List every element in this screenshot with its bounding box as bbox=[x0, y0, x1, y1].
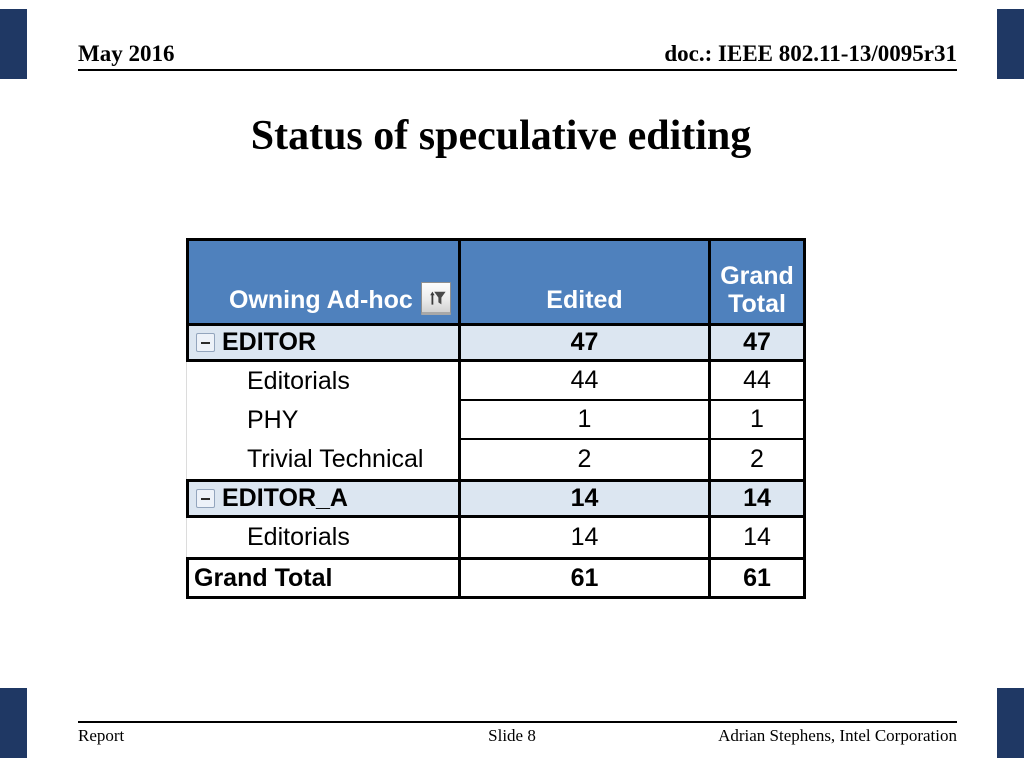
template-corner-bar-bottom-left bbox=[0, 688, 27, 758]
row-label-cell: Trivial Technical bbox=[186, 440, 458, 479]
edited-value-cell: 1 bbox=[458, 401, 708, 440]
header-doc-number: doc.: IEEE 802.11-13/0095r31 bbox=[664, 41, 957, 66]
footer-slide-number: Slide 8 bbox=[488, 726, 536, 745]
column-header-label: Grand Total bbox=[720, 262, 794, 318]
grand-total-value-cell: 2 bbox=[708, 440, 803, 479]
row-label: PHY bbox=[247, 406, 299, 434]
row-label-cell: Grand Total bbox=[186, 557, 458, 596]
edited-value-cell: 61 bbox=[458, 557, 708, 596]
collapse-minus-icon[interactable] bbox=[196, 489, 215, 508]
header-cell-grand-total: Grand Total bbox=[708, 241, 803, 323]
grand-total-value-cell: 47 bbox=[708, 323, 803, 362]
header-cell-edited: Edited bbox=[458, 241, 708, 323]
row-label-cell: Editorials bbox=[186, 518, 458, 557]
minus-glyph bbox=[201, 497, 210, 500]
table-row: EDITOR_A 14 14 bbox=[186, 479, 803, 518]
grand-total-value-cell: 1 bbox=[708, 401, 803, 440]
column-header-label: Edited bbox=[546, 286, 623, 314]
row-label: Editorials bbox=[247, 367, 350, 395]
table-header-row: Owning Ad-hoc Edited Grand Total bbox=[186, 241, 803, 323]
header-cell-owning-adhoc: Owning Ad-hoc bbox=[186, 241, 458, 323]
row-label: EDITOR bbox=[222, 328, 316, 356]
minus-glyph bbox=[201, 341, 210, 344]
edited-value-cell: 47 bbox=[458, 323, 708, 362]
edited-value-cell: 44 bbox=[458, 362, 708, 401]
footer-report: Report bbox=[78, 726, 125, 745]
template-corner-bar-bottom-right bbox=[997, 688, 1024, 758]
table-row: EDITOR 47 47 bbox=[186, 323, 803, 362]
footer-rule bbox=[78, 721, 957, 723]
grand-total-value-cell: 14 bbox=[708, 479, 803, 518]
table-body: EDITOR 47 47 Editorials 44 44 PHY 1 1 Trivial Tec… bbox=[186, 323, 803, 596]
pivot-filter-funnel-icon bbox=[429, 291, 446, 305]
row-label: EDITOR_A bbox=[222, 484, 348, 512]
template-corner-bar-top-left bbox=[0, 9, 27, 79]
footer-author: Adrian Stephens, Intel Corporation bbox=[718, 726, 957, 745]
row-label-cell: Editorials bbox=[186, 362, 458, 401]
template-corner-bar-top-right bbox=[997, 9, 1024, 79]
row-label-cell: EDITOR_A bbox=[186, 479, 458, 518]
pivot-filter-button[interactable] bbox=[420, 282, 451, 315]
row-label: Grand Total bbox=[194, 563, 333, 592]
grand-total-value-cell: 14 bbox=[708, 518, 803, 557]
grand-total-value-cell: 44 bbox=[708, 362, 803, 401]
column-header-label: Owning Ad-hoc bbox=[229, 286, 413, 314]
edited-value-cell: 14 bbox=[458, 518, 708, 557]
row-label-cell: EDITOR bbox=[186, 323, 458, 362]
edited-value-cell: 2 bbox=[458, 440, 708, 479]
collapse-minus-icon[interactable] bbox=[196, 333, 215, 352]
row-label-cell: PHY bbox=[186, 401, 458, 440]
header-date: May 2016 bbox=[78, 41, 175, 66]
table-row: PHY 1 1 bbox=[186, 401, 803, 440]
table-row: Grand Total 61 61 bbox=[186, 557, 803, 596]
table-row: Trivial Technical 2 2 bbox=[186, 440, 803, 479]
grand-total-value-cell: 61 bbox=[708, 557, 803, 596]
pivot-table: Owning Ad-hoc Edited Grand Total EDITOR 47… bbox=[186, 238, 806, 599]
table-row: Editorials 14 14 bbox=[186, 518, 803, 557]
header-rule bbox=[78, 69, 957, 71]
edited-value-cell: 14 bbox=[458, 479, 708, 518]
page-title: Status of speculative editing bbox=[250, 113, 752, 159]
row-label: Editorials bbox=[247, 523, 350, 551]
table-row: Editorials 44 44 bbox=[186, 362, 803, 401]
row-label: Trivial Technical bbox=[247, 445, 424, 473]
